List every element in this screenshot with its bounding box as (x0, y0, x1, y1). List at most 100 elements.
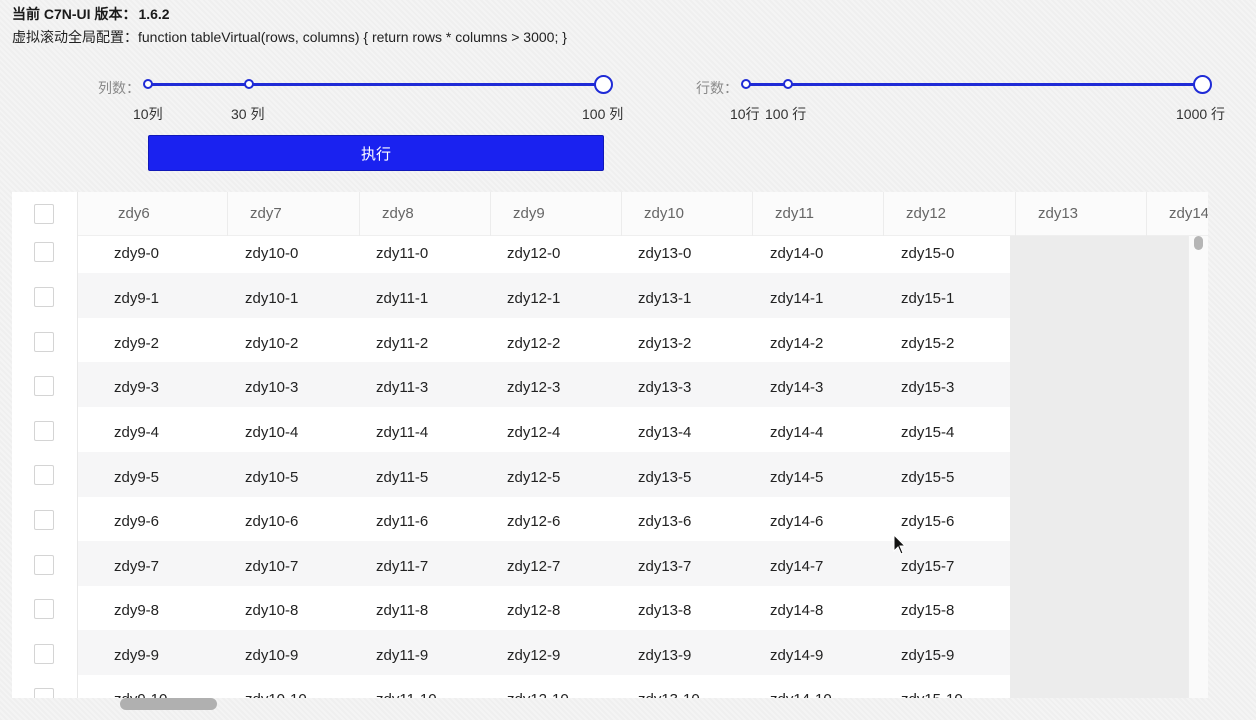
table-cell: zdy13-8 (638, 602, 692, 619)
table-cell: zdy12-10 (507, 682, 569, 698)
table-cell: zdy11-4 (376, 424, 429, 441)
table-cell: zdy10-7 (245, 558, 299, 575)
row-checkbox[interactable] (34, 510, 54, 530)
table-cell: zdy15-4 (901, 424, 955, 441)
table-cell: zdy15-7 (901, 558, 955, 575)
table-cell: zdy10-6 (245, 513, 299, 530)
columns-slider-dot-30[interactable] (244, 79, 254, 89)
table-cell: zdy10-10 (245, 682, 307, 698)
table-cell: zdy9-7 (114, 558, 160, 575)
column-header[interactable]: zdy6 (96, 192, 228, 236)
table-header: zdy6 zdy7 zdy8 zdy9 zdy10 zdy11 zdy12 zd… (12, 192, 1208, 236)
table-row[interactable]: zdy9-5 zdy10-5 zdy11-5 zdy12-5 zdy13-5 z… (78, 452, 1010, 497)
table-cell: zdy15-9 (901, 647, 955, 664)
table-cell: zdy11-0 (376, 245, 429, 262)
columns-mark-30: 30 列 (231, 106, 265, 122)
table-cell: zdy9-0 (114, 245, 160, 262)
table-cell: zdy11-7 (376, 558, 429, 575)
version-line: 当前 C7N-UI 版本： 1.6.2 (12, 4, 170, 24)
table-row[interactable]: zdy9-7 zdy10-7 zdy11-7 zdy12-7 zdy13-7 z… (78, 541, 1010, 586)
table-cell: zdy14-7 (770, 558, 824, 575)
horizontal-scrollbar[interactable] (78, 694, 1188, 698)
table-cell: zdy12-8 (507, 602, 561, 619)
column-header[interactable]: zdy7 (228, 192, 360, 236)
horizontal-scroll-thumb[interactable] (120, 698, 217, 710)
table-cell: zdy15-2 (901, 335, 955, 352)
vertical-scroll-thumb[interactable] (1194, 236, 1203, 250)
table-cell: zdy9-5 (114, 469, 160, 486)
table-cell: zdy15-10 (901, 682, 963, 698)
table-cell: zdy9-9 (114, 647, 160, 664)
table-row[interactable]: zdy9-8 zdy10-8 zdy11-8 zdy12-8 zdy13-8 z… (78, 585, 1010, 630)
table-cell: zdy11-10 (376, 682, 437, 698)
table-cell: zdy12-6 (507, 513, 561, 530)
table-cell: zdy15-3 (901, 379, 955, 396)
table-cell: zdy11-9 (376, 647, 429, 664)
rows-slider-handle[interactable] (1193, 75, 1212, 94)
row-checkbox[interactable] (34, 242, 54, 262)
table-cell: zdy10-8 (245, 602, 299, 619)
column-header[interactable]: zdy11 (753, 192, 884, 236)
row-checkbox[interactable] (34, 555, 54, 575)
table-cell: zdy11-3 (376, 379, 429, 396)
table-cell: zdy13-5 (638, 469, 692, 486)
table-cell: zdy9-6 (114, 513, 160, 530)
table-cell: zdy13-3 (638, 379, 692, 396)
columns-mark-100: 100 列 (582, 106, 624, 122)
table-cell: zdy10-5 (245, 469, 299, 486)
version-prefix: 当前 C7N-UI 版本： (12, 6, 137, 22)
column-header[interactable]: zdy9 (491, 192, 622, 236)
table-row[interactable]: zdy9-10 zdy10-10 zdy11-10 zdy12-10 zdy13… (78, 674, 1010, 698)
row-checkbox[interactable] (34, 688, 54, 698)
rows-mark-10: 10行 (730, 106, 760, 122)
table-cell: zdy15-8 (901, 602, 955, 619)
run-button[interactable]: 执行 (148, 135, 604, 171)
table-cell: zdy13-2 (638, 335, 692, 352)
mouse-cursor-icon (893, 534, 907, 555)
rows-slider-dot-10[interactable] (741, 79, 751, 89)
column-header[interactable]: zdy13 (1016, 192, 1147, 236)
virtual-config-text: 虚拟滚动全局配置：function tableVirtual(rows, col… (12, 29, 567, 45)
row-checkbox[interactable] (34, 465, 54, 485)
rows-slider-dot-100[interactable] (783, 79, 793, 89)
table-cell: zdy15-5 (901, 469, 955, 486)
table-row[interactable]: zdy9-4 zdy10-4 zdy11-4 zdy12-4 zdy13-4 z… (78, 407, 1010, 452)
table-cell: zdy13-1 (638, 290, 692, 307)
table-row[interactable]: zdy9-2 zdy10-2 zdy11-2 zdy12-2 zdy13-2 z… (78, 318, 1010, 363)
row-checkbox[interactable] (34, 332, 54, 352)
columns-slider-dot-10[interactable] (143, 79, 153, 89)
row-checkbox[interactable] (34, 376, 54, 396)
table-cell: zdy11-2 (376, 335, 429, 352)
table-cell: zdy10-3 (245, 379, 299, 396)
table-cell: zdy13-0 (638, 245, 692, 262)
column-header[interactable]: zdy12 (884, 192, 1016, 236)
columns-mark-10: 10列 (133, 106, 163, 122)
table-row[interactable]: zdy9-6 zdy10-6 zdy11-6 zdy12-6 zdy13-6 z… (78, 496, 1010, 541)
select-all-checkbox[interactable] (34, 204, 54, 224)
column-header[interactable]: zdy10 (622, 192, 753, 236)
vertical-scrollbar[interactable] (1188, 236, 1208, 698)
rows-slider-label: 行数： (696, 80, 738, 96)
table-cell: zdy9-1 (114, 290, 160, 307)
columns-slider-track[interactable] (148, 83, 604, 86)
row-checkbox[interactable] (34, 644, 54, 664)
table-row[interactable]: zdy9-1 zdy10-1 zdy11-1 zdy12-1 zdy13-1 z… (78, 273, 1010, 318)
columns-slider-handle[interactable] (594, 75, 613, 94)
table-cell: zdy12-3 (507, 379, 561, 396)
virtual-table: zdy6 zdy7 zdy8 zdy9 zdy10 zdy11 zdy12 zd… (12, 192, 1208, 698)
table-row[interactable]: zdy9-3 zdy10-3 zdy11-3 zdy12-3 zdy13-3 z… (78, 362, 1010, 407)
row-checkbox[interactable] (34, 599, 54, 619)
table-cell: zdy14-5 (770, 469, 824, 486)
table-row[interactable]: zdy9-0 zdy10-0 zdy11-0 zdy12-0 zdy13-0 z… (78, 236, 1010, 281)
table-cell: zdy10-1 (245, 290, 299, 307)
table-row[interactable]: zdy9-9 zdy10-9 zdy11-9 zdy12-9 zdy13-9 z… (78, 630, 1010, 675)
table-cell: zdy13-10 (638, 682, 700, 698)
table-cell: zdy10-0 (245, 245, 299, 262)
column-header[interactable]: zdy8 (360, 192, 491, 236)
row-checkbox[interactable] (34, 287, 54, 307)
rows-slider-track[interactable] (746, 83, 1202, 86)
table-cell: zdy11-8 (376, 602, 429, 619)
table-cell: zdy14-0 (770, 245, 824, 262)
column-header[interactable]: zdy14 (1169, 205, 1208, 222)
row-checkbox[interactable] (34, 421, 54, 441)
